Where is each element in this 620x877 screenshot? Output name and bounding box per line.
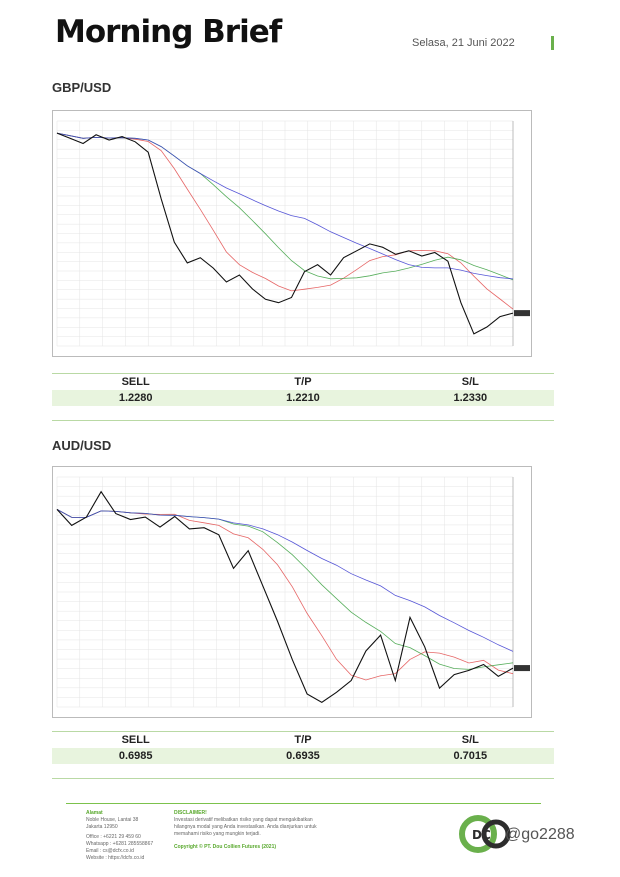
value-sell: 1.2280 xyxy=(118,392,153,404)
value-sell: 0.6985 xyxy=(118,750,153,762)
trade-table-audusd: SELL T/P S/L 0.6985 0.6935 0.7015 xyxy=(52,731,554,779)
table-top-rule xyxy=(52,731,554,732)
moving-average-line xyxy=(56,132,514,280)
watermark: @go2288 xyxy=(505,826,575,843)
disclaimer-heading: DISCLAIMER! xyxy=(174,810,207,816)
table-bottom-rule xyxy=(52,778,554,779)
logo-text: DC xyxy=(472,828,491,842)
disclaimer-line: Investasi derivatif melibatkan risiko ya… xyxy=(174,817,313,823)
header-tp: T/P xyxy=(294,734,312,746)
chart-gbpusd-svg xyxy=(56,120,530,347)
office-phone: Office : +6221 29 459 60 xyxy=(86,834,141,840)
company-logo: DC xyxy=(459,815,511,853)
moving-average-line xyxy=(56,132,514,310)
header-sl: S/L xyxy=(461,734,479,746)
report-date: Selasa, 21 Juni 2022 xyxy=(412,37,515,49)
price-line xyxy=(56,132,514,335)
address-heading: Alamat xyxy=(86,810,103,816)
last-price-marker xyxy=(514,310,530,317)
disclaimer-line: memahami risiko yang mungkin terjadi. xyxy=(174,831,261,837)
table-top-rule xyxy=(52,373,554,374)
table-header-row: SELL T/P S/L xyxy=(52,374,554,390)
section-label-audusd: AUD/USD xyxy=(52,438,112,453)
address-line: Noble House, Lantai 38 xyxy=(86,817,139,823)
footer-rule xyxy=(66,803,541,804)
value-sl: 0.7015 xyxy=(453,750,488,762)
header-sell: SELL xyxy=(121,734,150,746)
last-price-marker xyxy=(514,665,530,672)
value-tp: 0.6935 xyxy=(286,750,320,762)
footer-contact: Alamat Noble House, Lantai 38 Jakarta 12… xyxy=(86,810,166,862)
header-sl: S/L xyxy=(461,376,479,388)
table-header-row: SELL T/P S/L xyxy=(52,732,554,748)
address-line: Jakarta 12950 xyxy=(86,824,118,830)
table-bottom-rule xyxy=(52,420,554,421)
header-tp: T/P xyxy=(294,376,312,388)
value-tp: 1.2210 xyxy=(286,392,320,404)
chart-audusd xyxy=(52,466,532,718)
table-value-row: 0.6985 0.6935 0.7015 xyxy=(52,748,554,764)
accent-mark xyxy=(551,36,554,50)
chart-gbpusd xyxy=(52,110,532,357)
price-line xyxy=(56,490,514,703)
trade-table-gbpusd: SELL T/P S/L 1.2280 1.2210 1.2330 xyxy=(52,373,554,421)
footer-disclaimer: DISCLAIMER! Investasi derivatif melibatk… xyxy=(174,810,344,851)
table-value-row: 1.2280 1.2210 1.2330 xyxy=(52,390,554,406)
page-title: Morning Brief xyxy=(55,14,282,50)
email-link[interactable]: Email : cs@dcfx.co.id xyxy=(86,848,134,854)
moving-average-line xyxy=(56,509,514,652)
value-sl: 1.2330 xyxy=(453,392,488,404)
whatsapp-link[interactable]: Whatsapp : +6281 285558867 xyxy=(86,841,154,847)
chart-audusd-svg xyxy=(56,476,530,708)
copyright-text: Copyright © PT. Dou Collien Futures (202… xyxy=(174,844,277,850)
header-sell: SELL xyxy=(121,376,150,388)
disclaimer-line: hilangnya modal yang Anda investasikan. … xyxy=(174,824,317,830)
website-link[interactable]: Website : https://dcfx.co.id xyxy=(86,855,145,861)
section-label-gbpusd: GBP/USD xyxy=(52,80,112,95)
